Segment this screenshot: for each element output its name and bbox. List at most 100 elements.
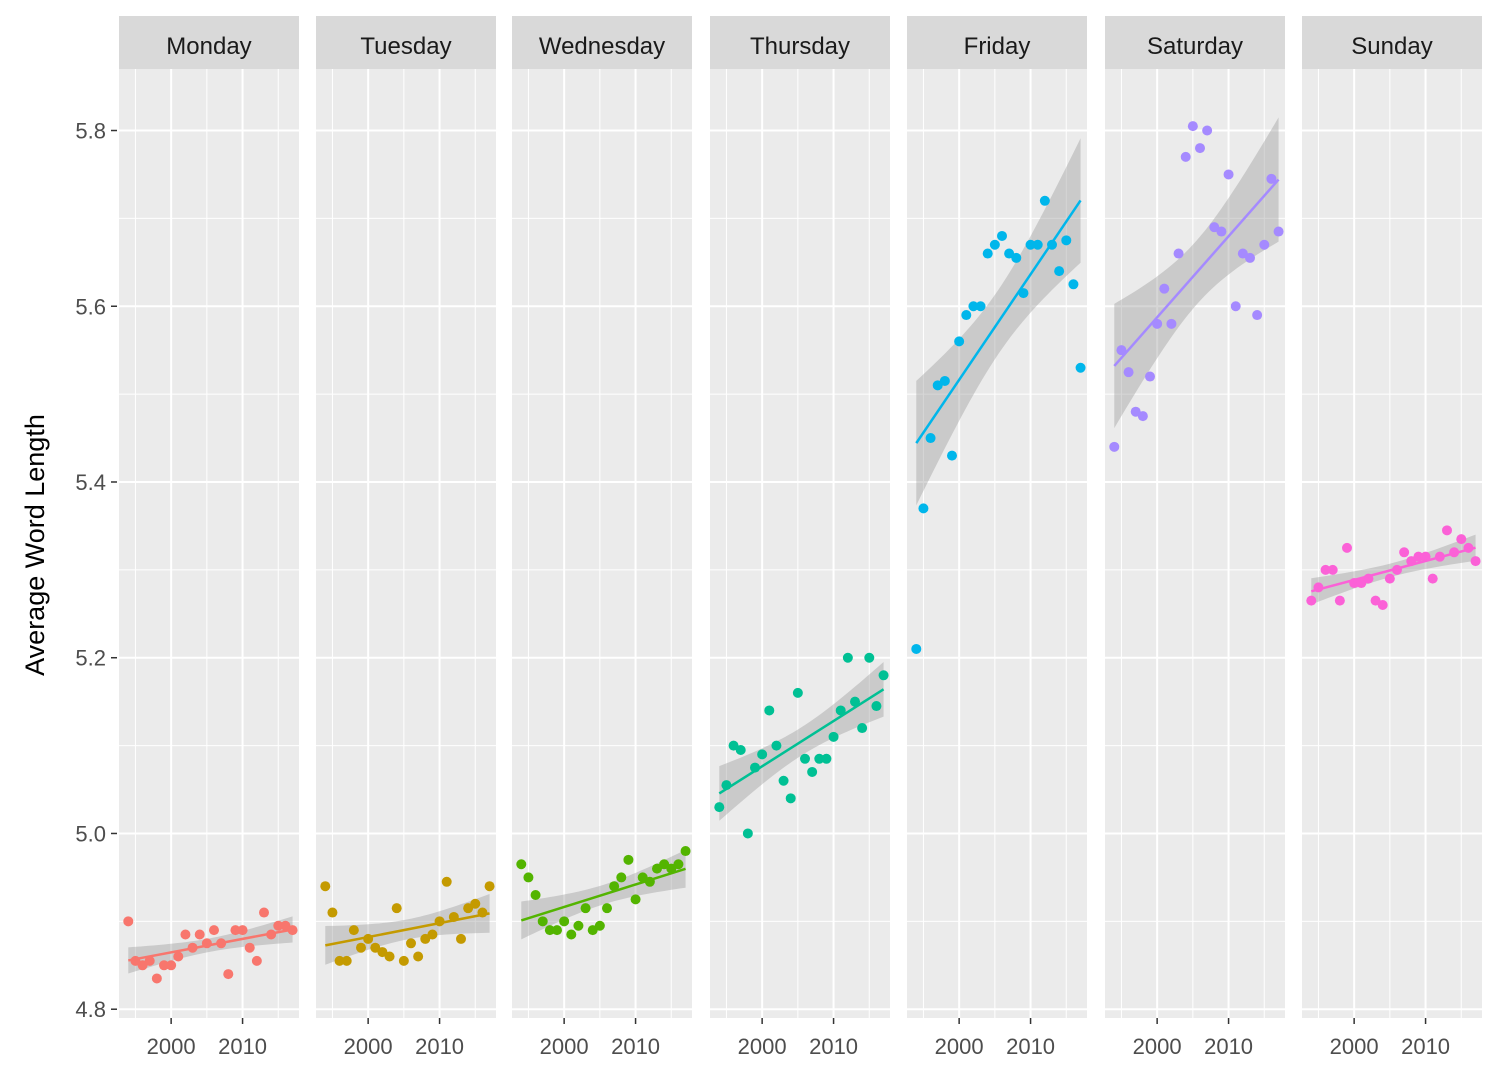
- facet-strip: [316, 16, 496, 69]
- data-point: [911, 643, 922, 654]
- data-point: [1230, 301, 1241, 312]
- x-tick-label: 2000: [738, 1034, 787, 1059]
- data-point: [1370, 595, 1381, 606]
- data-point: [1320, 564, 1331, 575]
- x-tick-label: 2000: [935, 1034, 984, 1059]
- y-axis-label: Average Word Length: [20, 414, 50, 676]
- panel-background: [316, 69, 496, 1018]
- data-point: [1061, 235, 1072, 246]
- data-point: [384, 951, 395, 962]
- data-point: [864, 652, 875, 663]
- data-point: [251, 955, 262, 966]
- data-point: [1442, 525, 1452, 536]
- data-point: [1327, 564, 1338, 575]
- data-point: [137, 960, 148, 971]
- data-point: [1039, 195, 1050, 206]
- data-point: [947, 450, 957, 461]
- data-point: [828, 731, 839, 742]
- data-point: [552, 925, 562, 936]
- data-point: [1223, 169, 1234, 180]
- data-point: [1399, 547, 1410, 558]
- data-point: [194, 929, 205, 940]
- facet-panel-tuesday: Tuesday 2000 2010: [316, 16, 496, 1059]
- data-point: [666, 863, 677, 874]
- data-point: [878, 670, 889, 681]
- trend-line: [1310, 546, 1476, 593]
- data-point: [166, 960, 177, 971]
- facet-strip-label: Thursday: [750, 33, 850, 60]
- data-point: [587, 925, 598, 936]
- data-point: [1173, 248, 1184, 259]
- data-point: [413, 951, 424, 962]
- data-point: [925, 433, 936, 444]
- facet-strip-label: Friday: [964, 33, 1031, 60]
- data-point: [1109, 441, 1120, 452]
- data-point: [939, 375, 950, 386]
- data-point: [209, 925, 219, 936]
- data-point: [427, 929, 438, 940]
- data-point: [1137, 411, 1148, 422]
- data-point: [159, 960, 169, 971]
- facet-panel-saturday: Saturday 2000 2010: [1105, 16, 1285, 1059]
- data-point: [637, 872, 648, 883]
- x-tick-label: 2010: [1401, 1034, 1450, 1059]
- x-tick-label: 2000: [344, 1034, 393, 1059]
- data-point: [391, 903, 402, 914]
- data-point: [334, 955, 345, 966]
- trend-line: [718, 688, 885, 795]
- data-point: [123, 916, 134, 927]
- data-point: [961, 310, 972, 321]
- data-point: [800, 753, 810, 764]
- facet-strip: [1105, 16, 1285, 69]
- data-point: [516, 859, 527, 870]
- data-point: [320, 881, 331, 892]
- facet-strip: [907, 16, 1087, 69]
- data-point: [1116, 345, 1127, 356]
- data-point: [807, 766, 818, 777]
- data-point: [1384, 573, 1395, 584]
- data-point: [180, 929, 191, 940]
- x-tick-label: 2000: [540, 1034, 589, 1059]
- data-point: [1334, 595, 1345, 606]
- facet-panel-wednesday: Wednesday 2000 2010: [512, 16, 692, 1059]
- y-tick-label: 5.0: [75, 821, 106, 846]
- x-tick-label: 2000: [147, 1034, 196, 1059]
- facet-strip: [119, 16, 299, 69]
- y-tick-label: 5.6: [75, 294, 106, 319]
- x-tick-label: 2010: [415, 1034, 464, 1059]
- data-point: [932, 380, 943, 391]
- data-point: [630, 894, 641, 905]
- data-point: [842, 652, 853, 663]
- data-point: [244, 942, 255, 953]
- data-point: [280, 920, 291, 931]
- y-tick-label: 4.8: [75, 997, 106, 1022]
- data-point: [989, 239, 1000, 250]
- data-point: [559, 916, 570, 927]
- data-point: [273, 920, 284, 931]
- data-point: [1342, 542, 1352, 553]
- data-point: [1130, 406, 1141, 417]
- data-point: [1413, 551, 1424, 562]
- data-point: [652, 863, 662, 874]
- data-point: [728, 740, 739, 751]
- x-tick-label: 2010: [1204, 1034, 1253, 1059]
- data-point: [456, 933, 466, 944]
- trend-line: [325, 912, 490, 947]
- panel-background: [1302, 69, 1482, 1018]
- x-tick-label: 2000: [1330, 1034, 1379, 1059]
- facet-strip: [512, 16, 692, 69]
- panel-background: [907, 69, 1087, 1018]
- data-point: [850, 696, 860, 707]
- data-point: [997, 230, 1007, 241]
- data-point: [594, 920, 605, 931]
- data-point: [771, 740, 782, 751]
- data-point: [470, 898, 481, 909]
- trend-line: [1113, 178, 1280, 367]
- facet-panels: Monday 2000 2010 Tuesday 2000 2010 Wednesday 20…: [119, 16, 1482, 1059]
- data-point: [151, 973, 162, 984]
- data-point: [1427, 573, 1438, 584]
- facet-panel-thursday: Thursday 2000 2010: [710, 16, 890, 1059]
- data-point: [673, 859, 684, 870]
- data-point: [237, 925, 248, 936]
